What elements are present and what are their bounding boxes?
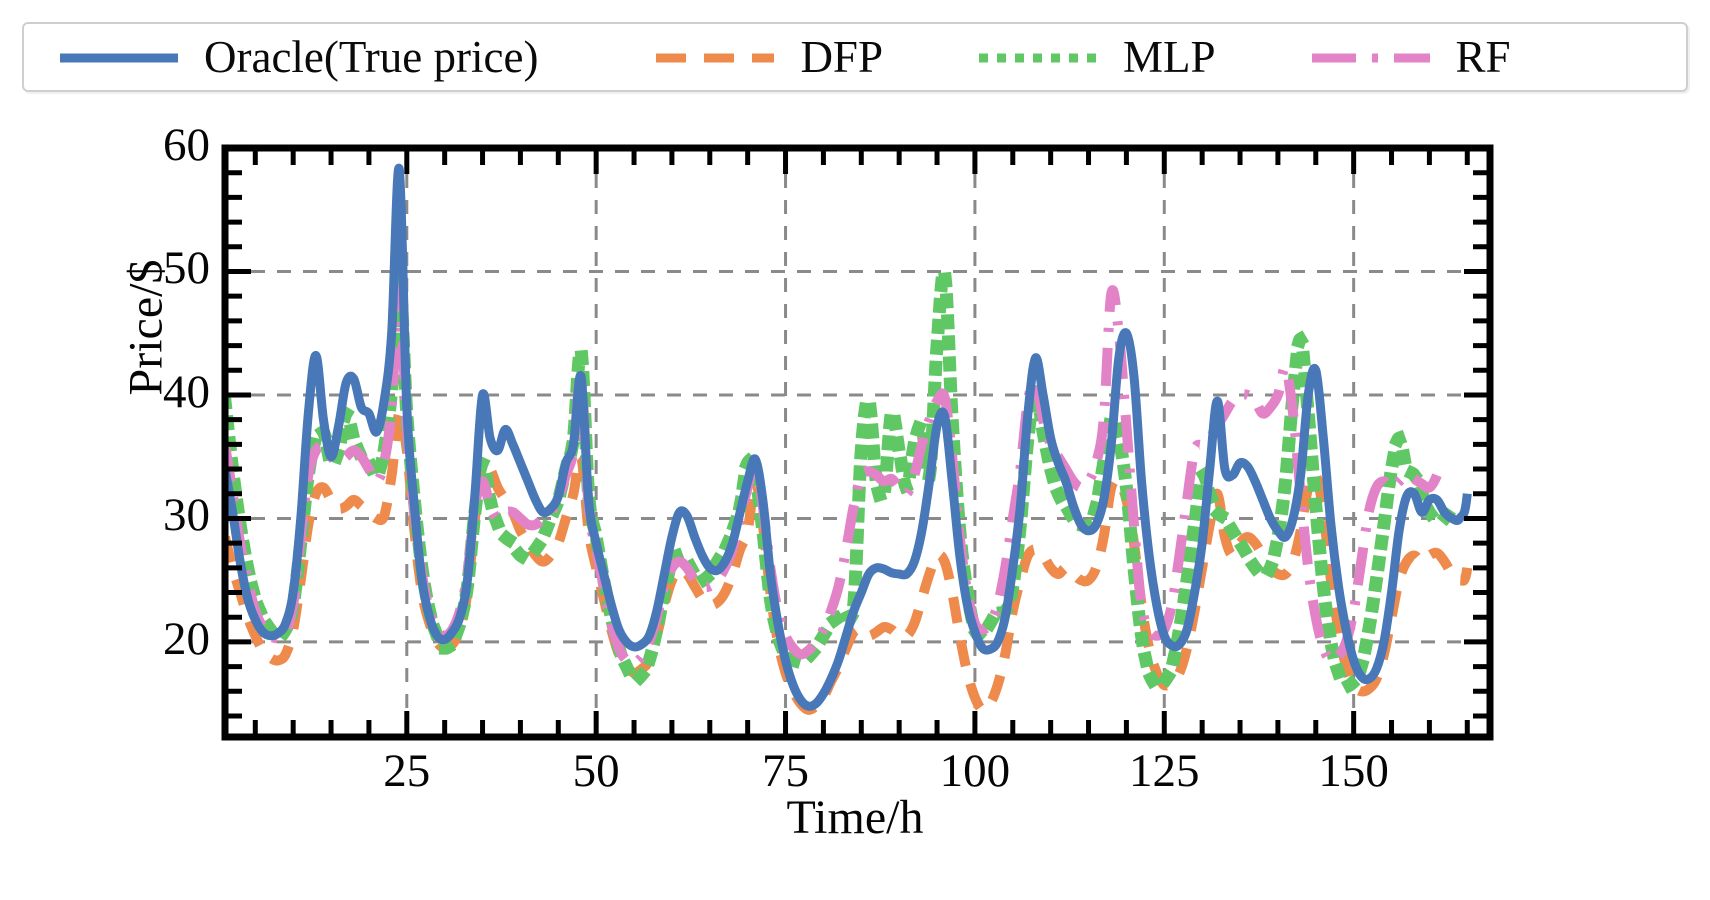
x-tick-125: 125	[1129, 745, 1200, 797]
x-axis-label: Time/h	[786, 791, 924, 844]
y-tick-40: 40	[163, 365, 210, 418]
x-tick-25: 25	[383, 745, 431, 797]
y-tick-labels: 20 30 40 50 60	[110, 0, 210, 900]
series-line-mlp	[225, 265, 1460, 693]
legend-item-oracle: Oracle(True price)	[60, 31, 539, 82]
y-tick-60: 60	[163, 119, 210, 171]
legend-label-mlp: MLP	[1123, 31, 1216, 82]
y-tick-50: 50	[163, 242, 210, 295]
chart-legend: Oracle(True price) DFP MLP RF	[22, 22, 1688, 92]
legend-item-rf: RF	[1311, 31, 1511, 82]
y-tick-20: 20	[163, 612, 210, 665]
x-tick-75: 75	[762, 745, 810, 797]
x-tick-150: 150	[1318, 745, 1389, 797]
y-tick-30: 30	[163, 489, 210, 542]
legend-label-dfp: DFP	[800, 31, 883, 82]
legend-item-mlp: MLP	[979, 31, 1216, 82]
legend-item-dfp: DFP	[656, 31, 883, 82]
axis-ticks	[225, 145, 1490, 737]
legend-label-rf: RF	[1455, 31, 1511, 82]
series-group	[225, 164, 1473, 715]
legend-label-oracle: Oracle(True price)	[204, 31, 539, 82]
series-line-oracle-true-price	[225, 164, 1472, 711]
x-tick-50: 50	[572, 745, 620, 797]
x-tick-100: 100	[939, 745, 1011, 797]
